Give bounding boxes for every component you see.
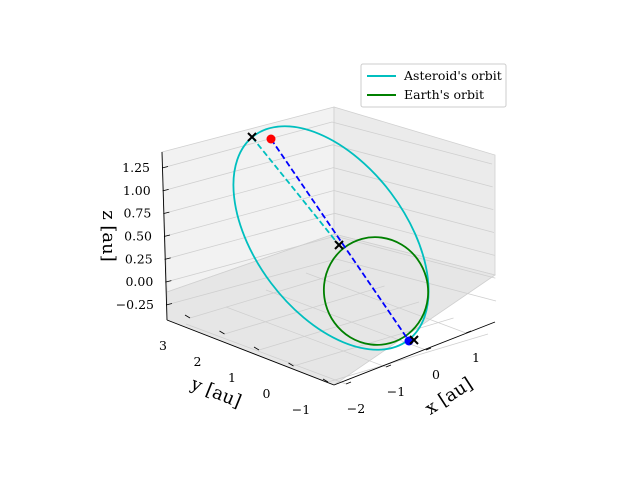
z-tick-mark: [163, 234, 171, 237]
x-grid-line: [225, 306, 387, 368]
z-axis-label: z [au]: [98, 210, 119, 262]
z-tick-mark: [165, 303, 173, 306]
z-tick-mark: [163, 211, 170, 215]
x-tick-label: −1: [387, 384, 405, 399]
red-point-marker: [266, 134, 276, 144]
y-tick-label: 2: [194, 354, 202, 369]
y-tick-mark: [322, 378, 329, 383]
x-tick-mark: [465, 330, 472, 334]
z-grid-line: [161, 121, 493, 169]
z-tick-label: 0.00: [125, 274, 153, 289]
x-tick-mark: [345, 381, 352, 385]
legend-label-earth: Earth's orbit: [404, 87, 484, 102]
y-tick-mark: [219, 330, 225, 335]
y-axis-line: [166, 319, 335, 386]
y-tick-label: 3: [159, 338, 167, 353]
y-grid-line: [327, 333, 489, 383]
z-tick-label: 0.25: [125, 251, 153, 266]
z-tick-label: 1.25: [122, 160, 150, 175]
z-tick-mark: [165, 280, 172, 283]
z-tick-label: −0.25: [116, 297, 154, 312]
connecting-dashed-line-cyan: [251, 136, 340, 246]
x-marker-top: [247, 132, 257, 142]
z-grid-line: [165, 258, 497, 306]
x-grid-line: [305, 272, 467, 334]
x-grid-line: [185, 323, 347, 385]
y-tick-label: −1: [292, 402, 310, 417]
y-grid-line: [293, 317, 454, 367]
x-tick-label: −2: [347, 401, 365, 416]
z-tick-label: 0.75: [123, 206, 151, 221]
plot-layer: [232, 125, 430, 351]
z-grid-line: [162, 144, 493, 192]
y-tick-mark: [253, 346, 260, 351]
x-marker-bottom: [409, 335, 419, 345]
connecting-dashed-line: [270, 138, 410, 342]
earth-orbit-line: [322, 236, 430, 346]
legend: Asteroid's orbit Earth's orbit: [360, 63, 507, 108]
z-grid-line: [165, 235, 496, 283]
legend-box: [360, 63, 507, 108]
y-tick-label: 0: [263, 386, 271, 401]
x-axis-label: x [au]: [421, 373, 476, 419]
x-tick-label: 0: [432, 367, 440, 382]
legend-label-asteroid: Asteroid's orbit: [403, 68, 502, 83]
x-tick-mark: [385, 364, 392, 368]
axis-ticks: −0.25 0.00 0.25 0.50 0.75 1.00 1.25 3 2 1 0 −1 −2 −1 0…: [116, 160, 480, 417]
y-tick-mark: [288, 362, 294, 367]
z-tick-mark: [161, 166, 169, 169]
y-tick-mark: [184, 314, 191, 319]
z-grid-line: [163, 190, 495, 237]
x-tick-label: 1: [472, 350, 480, 365]
z-grid-line: [164, 212, 495, 260]
y-grid-line: [258, 301, 420, 351]
z-tick-label: 0.50: [124, 229, 152, 244]
x-marker-middle: [334, 240, 344, 250]
y-grid-line: [224, 285, 385, 335]
z-grid-line: [163, 167, 494, 215]
z-tick-label: 1.00: [123, 183, 151, 198]
y-grid-line: [189, 269, 351, 319]
z-tick-mark: [162, 188, 169, 192]
z-tick-mark: [164, 257, 171, 260]
x-tick-mark: [425, 347, 432, 351]
y-tick-label: 1: [228, 370, 236, 385]
